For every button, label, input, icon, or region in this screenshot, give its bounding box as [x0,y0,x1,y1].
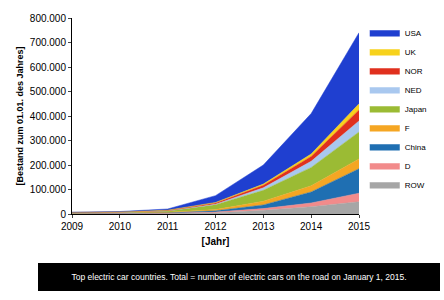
svg-text:200.000: 200.000 [30,160,67,171]
svg-text:600.000: 600.000 [30,62,67,73]
svg-text:800.000: 800.000 [30,13,67,24]
svg-text:0: 0 [60,209,66,220]
svg-text:NOR: NOR [405,67,423,76]
svg-text:[Jahr]: [Jahr] [202,236,230,247]
svg-text:2015: 2015 [348,221,371,232]
svg-text:2011: 2011 [157,221,179,232]
svg-text:F: F [405,124,410,133]
svg-text:100.000: 100.000 [30,184,67,195]
svg-text:USA: USA [405,29,422,38]
svg-text:400.000: 400.000 [30,111,67,122]
svg-text:500.000: 500.000 [30,86,67,97]
svg-text:ROW: ROW [405,181,425,190]
svg-text:Japan: Japan [405,105,427,114]
svg-text:2012: 2012 [204,221,227,232]
svg-text:2014: 2014 [300,221,323,232]
svg-text:D: D [405,162,411,171]
svg-text:300.000: 300.000 [30,135,67,146]
html-text:Top electric car countries. To: Top electric car countries. Total = numb… [71,272,407,282]
svg-text:2009: 2009 [61,221,84,232]
svg-text:[Bestand zum 01.01. des Jahres: [Bestand zum 01.01. des Jahres] [15,46,25,185]
svg-text:China: China [405,143,426,152]
svg-text:UK: UK [405,48,417,57]
svg-text:2013: 2013 [252,221,275,232]
svg-text:700.000: 700.000 [30,37,67,48]
svg-text:2010: 2010 [109,221,132,232]
svg-text:NED: NED [405,86,422,95]
